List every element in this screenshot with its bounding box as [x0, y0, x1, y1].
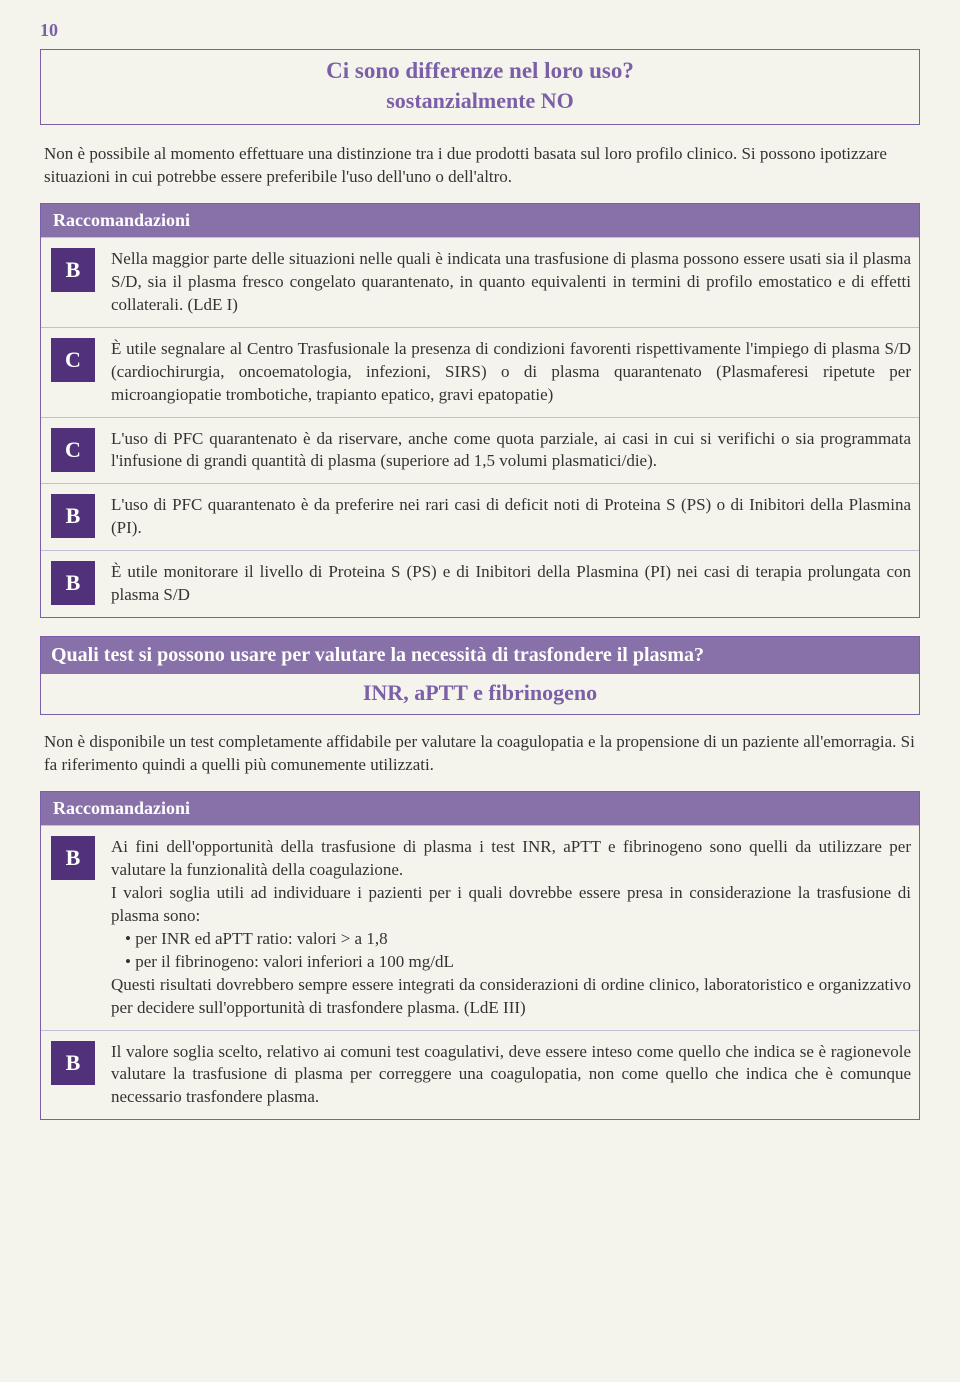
- rec-text: Ai fini dell'opportunità della trasfusio…: [97, 836, 911, 1020]
- grade-cell: B: [49, 836, 97, 1020]
- section2-header: Quali test si possono usare per valutare…: [41, 637, 919, 674]
- rec-text: Nella maggior parte delle situazioni nel…: [97, 248, 911, 317]
- section2-title-box: Quali test si possono usare per valutare…: [40, 636, 920, 715]
- grade-badge: B: [51, 561, 95, 605]
- grade-cell: C: [49, 338, 97, 407]
- rec-text-p3: Questi risultati dovrebbero sempre esser…: [111, 975, 911, 1017]
- grade-badge: B: [51, 248, 95, 292]
- grade-badge: C: [51, 338, 95, 382]
- page-container: 10 Ci sono differenze nel loro uso? sost…: [0, 0, 960, 1162]
- rec-row: C L'uso di PFC quarantenato è da riserva…: [41, 417, 919, 484]
- section2-subtitle: INR, aPTT e fibrinogeno: [41, 674, 919, 714]
- grade-cell: B: [49, 561, 97, 607]
- rec-row: B Il valore soglia scelto, relativo ai c…: [41, 1030, 919, 1120]
- section1-title: Ci sono differenze nel loro uso?: [41, 50, 919, 86]
- rec-bullet: • per il fibrinogeno: valori inferiori a…: [111, 951, 911, 974]
- rec-row: B È utile monitorare il livello di Prote…: [41, 550, 919, 617]
- rec-bullet: • per INR ed aPTT ratio: valori > a 1,8: [111, 928, 911, 951]
- section1-rec-box: Raccomandazioni B Nella maggior parte de…: [40, 203, 920, 618]
- grade-badge: B: [51, 494, 95, 538]
- rec-text: Il valore soglia scelto, relativo ai com…: [97, 1041, 911, 1110]
- page-number: 10: [40, 20, 920, 41]
- grade-cell: C: [49, 428, 97, 474]
- rec-text: È utile monitorare il livello di Protein…: [97, 561, 911, 607]
- rec-row: B Ai fini dell'opportunità della trasfus…: [41, 825, 919, 1030]
- rec-text-p2: I valori soglia utili ad individuare i p…: [111, 883, 911, 925]
- rec-row: C È utile segnalare al Centro Trasfusion…: [41, 327, 919, 417]
- section1-rec-header: Raccomandazioni: [41, 204, 919, 237]
- rec-text: È utile segnalare al Centro Trasfusional…: [97, 338, 911, 407]
- section2-rec-header: Raccomandazioni: [41, 792, 919, 825]
- section1-title-box: Ci sono differenze nel loro uso? sostanz…: [40, 49, 920, 125]
- grade-badge: B: [51, 836, 95, 880]
- section2-rec-box: Raccomandazioni B Ai fini dell'opportuni…: [40, 791, 920, 1120]
- rec-text: L'uso di PFC quarantenato è da preferire…: [97, 494, 911, 540]
- section2-intro: Non è disponibile un test completamente …: [40, 725, 920, 791]
- grade-cell: B: [49, 1041, 97, 1110]
- grade-badge: B: [51, 1041, 95, 1085]
- grade-cell: B: [49, 248, 97, 317]
- rec-text-p1: Ai fini dell'opportunità della trasfusio…: [111, 837, 911, 879]
- rec-row: B Nella maggior parte delle situazioni n…: [41, 237, 919, 327]
- grade-badge: C: [51, 428, 95, 472]
- rec-text: L'uso di PFC quarantenato è da riservare…: [97, 428, 911, 474]
- section1-intro: Non è possibile al momento effettuare un…: [40, 137, 920, 203]
- section1-subtitle: sostanzialmente NO: [41, 86, 919, 124]
- grade-cell: B: [49, 494, 97, 540]
- rec-row: B L'uso di PFC quarantenato è da preferi…: [41, 483, 919, 550]
